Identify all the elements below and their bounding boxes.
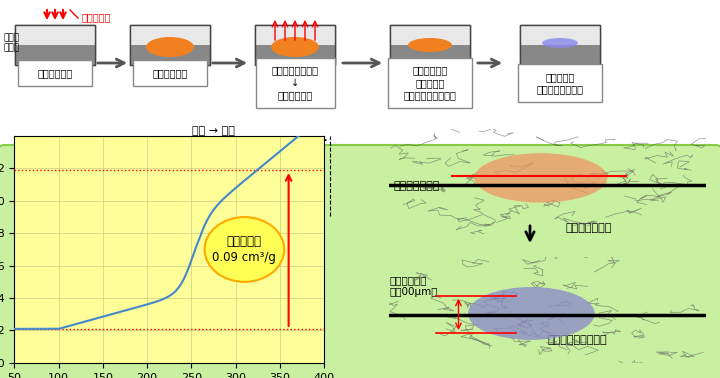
Bar <box>15 25 95 65</box>
Ellipse shape <box>408 38 452 52</box>
Ellipse shape <box>542 38 578 48</box>
Text: 熱伝達により
透過材溶融
（溶融プール形成）: 熱伝達により 透過材溶融 （溶融プール形成） <box>404 66 456 101</box>
Bar <box>130 25 210 65</box>
Bar <box>130 25 210 65</box>
Text: 分子拡散厚み
（紁00μm）: 分子拡散厚み （紁00μm） <box>390 275 438 297</box>
Ellipse shape <box>474 153 608 203</box>
Bar <box>15 25 95 65</box>
FancyBboxPatch shape <box>388 58 472 108</box>
Bar <box>390 45 470 65</box>
Bar <box>255 25 335 65</box>
Text: 透過材: 透過材 <box>3 33 19 42</box>
Text: 相互に分子拡散: 相互に分子拡散 <box>565 223 611 233</box>
Ellipse shape <box>146 37 194 57</box>
Text: 吸収材が溶融: 吸収材が溶融 <box>153 68 188 78</box>
Ellipse shape <box>271 37 319 57</box>
Text: 結晶部（再固化相）: 結晶部（再固化相） <box>548 335 608 345</box>
Bar <box>520 25 600 65</box>
Bar <box>390 25 470 65</box>
Bar <box>520 25 600 45</box>
FancyBboxPatch shape <box>133 60 207 86</box>
Ellipse shape <box>468 287 595 340</box>
FancyBboxPatch shape <box>256 58 335 108</box>
Text: 比容積変化
0.09 cm³/g: 比容積変化 0.09 cm³/g <box>212 235 276 264</box>
Text: 溶融プール形成: 溶融プール形成 <box>393 181 439 191</box>
Bar <box>130 45 210 65</box>
Bar <box>255 25 335 45</box>
FancyBboxPatch shape <box>518 64 602 102</box>
Bar <box>255 45 335 65</box>
Text: レーザー光: レーザー光 <box>82 12 112 22</box>
Bar <box>390 25 470 65</box>
FancyBboxPatch shape <box>0 145 720 378</box>
Bar <box>390 25 470 45</box>
Ellipse shape <box>204 217 284 282</box>
Text: 吸収材比容積増加
↓
界面圧力上昇: 吸収材比容積増加 ↓ 界面圧力上昇 <box>271 66 318 101</box>
Text: レーザー照射: レーザー照射 <box>37 68 73 78</box>
Bar <box>255 25 335 65</box>
Bar <box>520 45 600 65</box>
Text: 冷却・固化
（再固化相形成）: 冷却・固化 （再固化相形成） <box>536 72 583 94</box>
Bar <box>15 25 95 45</box>
Bar <box>15 45 95 65</box>
Bar <box>130 25 210 45</box>
Text: 吸収材: 吸収材 <box>3 43 19 52</box>
FancyBboxPatch shape <box>18 60 92 86</box>
Bar <box>520 25 600 65</box>
Text: 常温 → 溶融: 常温 → 溶融 <box>192 126 235 136</box>
